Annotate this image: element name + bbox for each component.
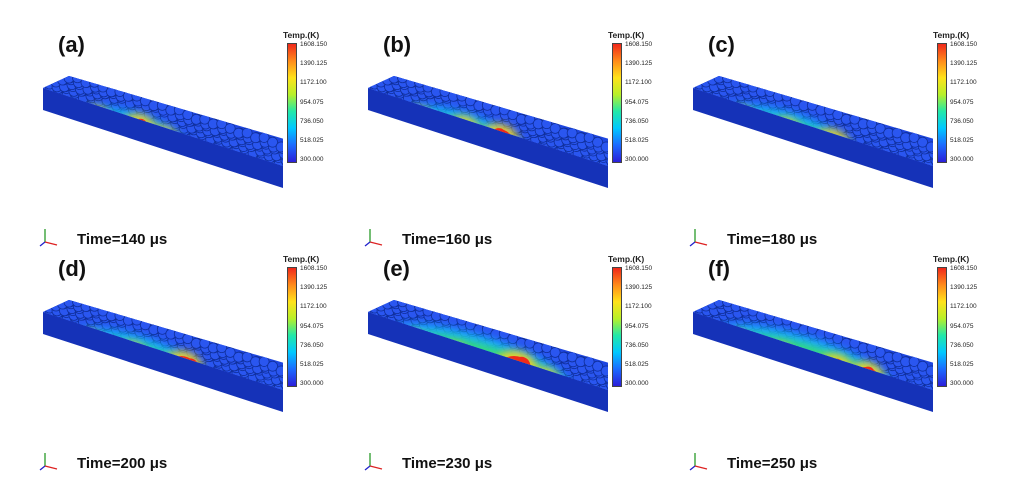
legend-title: Temp.(K): [933, 254, 970, 264]
legend-title: Temp.(K): [608, 254, 645, 264]
legend-tick: 1390.125: [950, 60, 978, 68]
panel-label: (a): [58, 32, 85, 57]
legend-tick: 954.075: [625, 322, 649, 330]
legend-tick: 518.025: [950, 361, 974, 368]
time-label: Time=250 μs: [727, 455, 818, 472]
legend-tick: 954.075: [300, 98, 324, 106]
colorbar: [287, 267, 297, 387]
legend-tick: 1608.150: [625, 41, 653, 48]
legend-tick: 1608.150: [625, 265, 653, 272]
legend-tick: 1172.100: [625, 79, 652, 87]
legend-tick: 1608.150: [950, 265, 978, 272]
legend-tick: 300.000: [300, 156, 324, 164]
legend-tick: 1390.125: [950, 284, 978, 292]
simulation-block: [43, 76, 283, 189]
time-label: Time=180 μs: [727, 231, 818, 248]
panel-f: (f) Temp.(K) 1608.150 1390.125 1172.100 954.0…: [683, 252, 1013, 492]
colorbar: [612, 267, 622, 387]
legend-title: Temp.(K): [608, 30, 645, 40]
legend-tick: 300.000: [950, 380, 974, 388]
legend-tick: 736.050: [625, 341, 649, 349]
legend-title: Temp.(K): [933, 30, 970, 40]
temperature-legend: Temp.(K) 1608.150 1390.125 1172.100 954.075 7…: [283, 254, 361, 414]
xyz-axes-icon: [364, 453, 383, 471]
block-front-face: [368, 88, 608, 189]
legend-tick: 954.075: [950, 98, 974, 106]
legend-tick: 518.025: [625, 137, 649, 144]
legend-tick: 518.025: [300, 361, 324, 368]
legend-tick: 1608.150: [950, 41, 978, 48]
simulation-block: [693, 300, 933, 413]
time-label: Time=200 μs: [77, 455, 168, 472]
simulation-block: [368, 300, 608, 413]
panel-e: (e) Temp.(K) 1608.150 1390.125 1172.100 954.0…: [358, 252, 688, 492]
panel-label: (e): [383, 256, 410, 281]
legend-tick: 518.025: [950, 137, 974, 144]
temperature-legend: Temp.(K) 1608.150 1390.125 1172.100 954.075 7…: [608, 30, 686, 190]
temperature-legend: Temp.(K) 1608.150 1390.125 1172.100 954.075 7…: [283, 30, 361, 190]
legend-tick: 1390.125: [300, 284, 328, 292]
legend-tick: 1172.100: [950, 303, 977, 311]
legend-tick: 518.025: [300, 137, 324, 144]
xyz-axes-icon: [689, 229, 708, 247]
panel-label: (d): [58, 256, 87, 281]
legend-tick: 954.075: [625, 98, 649, 106]
legend-tick: 954.075: [300, 322, 324, 330]
legend-title: Temp.(K): [283, 254, 320, 264]
legend-tick: 1172.100: [625, 303, 652, 311]
legend-tick: 1172.100: [300, 79, 327, 87]
legend-tick: 300.000: [950, 156, 974, 164]
colorbar: [937, 267, 947, 387]
block-front-face: [693, 312, 933, 413]
panel-label: (c): [708, 32, 735, 57]
legend-tick: 1172.100: [300, 303, 327, 311]
legend-tick: 300.000: [300, 380, 324, 388]
powder-particles: [43, 300, 283, 392]
legend-tick: 736.050: [625, 117, 649, 125]
panel-a: (a) Temp.(K) 1608.150 1390.125 1172.100 954.0…: [33, 28, 363, 268]
temperature-legend: Temp.(K) 1608.150 1390.125 1172.100 954.075 7…: [933, 254, 1011, 414]
time-label: Time=160 μs: [402, 231, 493, 248]
temperature-legend: Temp.(K) 1608.150 1390.125 1172.100 954.075 7…: [608, 254, 686, 414]
powder-particles: [368, 76, 608, 168]
legend-tick: 1608.150: [300, 41, 328, 48]
colorbar: [937, 43, 947, 163]
simulation-block: [43, 300, 283, 413]
temperature-legend: Temp.(K) 1608.150 1390.125 1172.100 954.075 7…: [933, 30, 1011, 190]
legend-tick: 954.075: [950, 322, 974, 330]
panel-label: (f): [708, 256, 730, 281]
colorbar: [287, 43, 297, 163]
panel-d: (d) Temp.(K) 1608.150 1390.125 1172.100 954.0…: [33, 252, 363, 492]
legend-tick: 736.050: [950, 341, 974, 349]
xyz-axes-icon: [689, 453, 708, 471]
legend-title: Temp.(K): [283, 30, 320, 40]
legend-tick: 1608.150: [300, 265, 328, 272]
panel-c: (c) Temp.(K) 1608.150 1390.125 1172.100 954.0…: [683, 28, 1013, 268]
legend-tick: 736.050: [950, 117, 974, 125]
legend-tick: 300.000: [625, 380, 649, 388]
time-label: Time=230 μs: [402, 455, 493, 472]
legend-tick: 1172.100: [950, 79, 977, 87]
legend-tick: 518.025: [625, 361, 649, 368]
legend-tick: 1390.125: [300, 60, 328, 68]
legend-tick: 736.050: [300, 341, 324, 349]
xyz-axes-icon: [364, 229, 383, 247]
block-front-face: [693, 88, 933, 189]
xyz-axes-icon: [39, 229, 58, 247]
xyz-axes-icon: [39, 453, 58, 471]
simulation-block: [693, 76, 933, 189]
block-front-face: [43, 312, 283, 413]
panel-b: (b) Temp.(K) 1608.150 1390.125 1172.100 954.0…: [358, 28, 688, 268]
block-front-face: [368, 312, 608, 413]
legend-tick: 300.000: [625, 156, 649, 164]
legend-tick: 1390.125: [625, 60, 653, 68]
simulation-block: [368, 76, 608, 189]
block-front-face: [43, 88, 283, 189]
panel-label: (b): [383, 32, 412, 57]
legend-tick: 736.050: [300, 117, 324, 125]
colorbar: [612, 43, 622, 163]
legend-tick: 1390.125: [625, 284, 653, 292]
time-label: Time=140 μs: [77, 231, 168, 248]
